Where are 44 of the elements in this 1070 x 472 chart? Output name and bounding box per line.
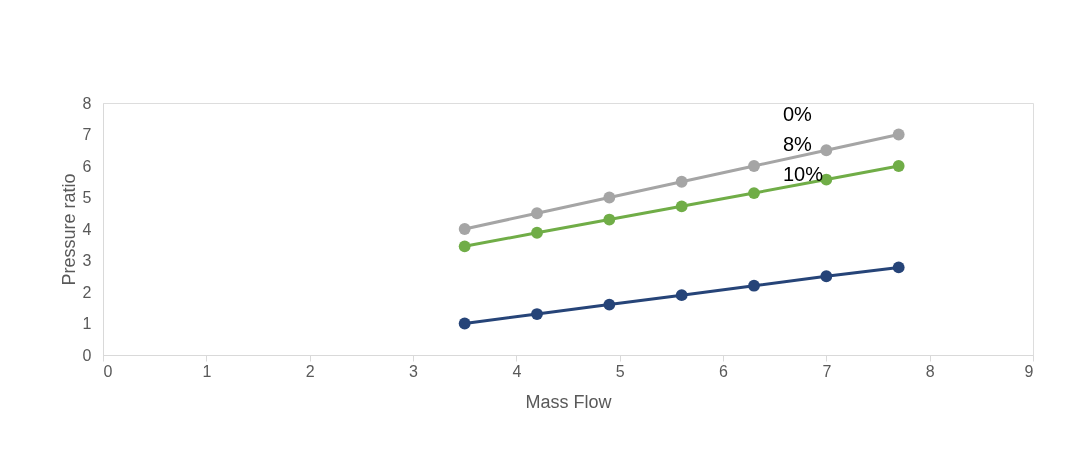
y-tick-label: 8: [82, 94, 92, 112]
point: [748, 160, 760, 172]
x-tick-label: 9: [1024, 362, 1034, 380]
y-tick-label: 5: [82, 189, 92, 206]
x-tick-label: 4: [512, 362, 522, 380]
point: [458, 317, 471, 330]
y-tick-label: 2: [82, 283, 92, 301]
x-tick-label: 2: [305, 362, 315, 380]
point: [820, 144, 833, 157]
annotation: 0%: [783, 103, 813, 125]
x-tick-label: 0: [103, 362, 113, 380]
point: [531, 207, 543, 220]
point: [892, 261, 905, 274]
point: [675, 289, 688, 302]
point: [603, 191, 616, 204]
y-tick-label: 6: [82, 157, 92, 175]
point: [603, 298, 616, 311]
point: [458, 223, 471, 235]
x-tick-label: 7: [822, 362, 832, 380]
x-tick-label: 6: [719, 362, 729, 380]
y-tick-label: 0: [82, 346, 92, 364]
point: [603, 213, 616, 226]
y-axis-title: Pressure ratio: [58, 173, 79, 286]
x-tick-label: 3: [409, 362, 419, 380]
x-tick-label: 8: [925, 362, 935, 380]
y-tick-label: 1: [82, 315, 92, 332]
point: [531, 308, 543, 320]
point: [675, 200, 688, 213]
point: [892, 128, 905, 141]
annotation: 10%: [783, 163, 824, 185]
point: [892, 160, 905, 172]
point: [748, 279, 760, 292]
x-tick-label: 1: [202, 362, 212, 380]
x-tick-label: 5: [615, 362, 625, 380]
point: [675, 175, 688, 188]
y-tick-label: 3: [82, 252, 92, 269]
y-tick-label: 7: [82, 126, 92, 143]
point: [748, 187, 760, 199]
annotation: 8%: [783, 133, 813, 155]
point: [820, 270, 833, 283]
point: [458, 240, 471, 253]
point: [531, 226, 543, 239]
y-tick-label: 4: [82, 220, 92, 238]
x-axis-title: Mass Flow: [525, 391, 613, 412]
